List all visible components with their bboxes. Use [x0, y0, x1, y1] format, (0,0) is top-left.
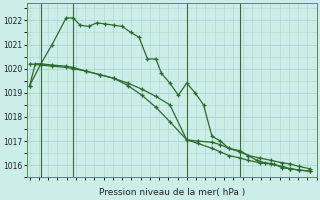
X-axis label: Pression niveau de la mer( hPa ): Pression niveau de la mer( hPa ): [99, 188, 245, 197]
